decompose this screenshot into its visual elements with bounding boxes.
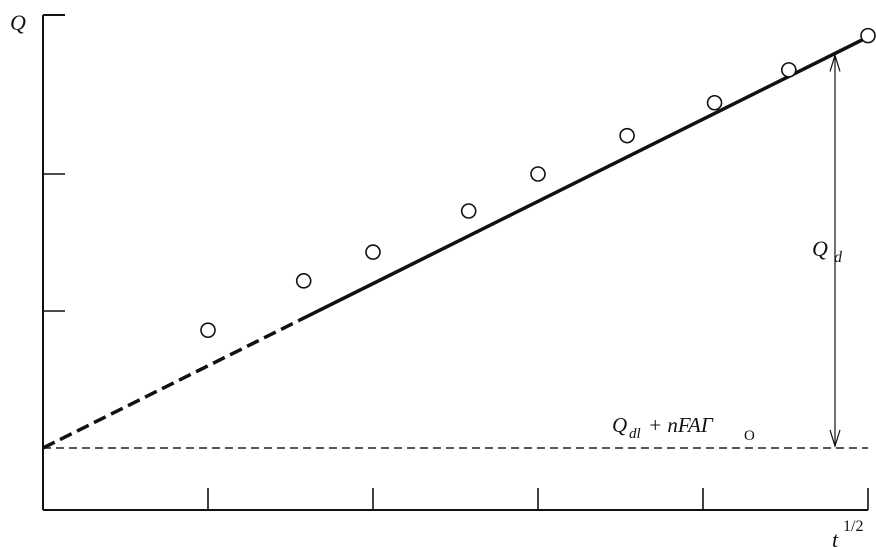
qd-arrow-head-top <box>829 53 841 72</box>
qd-annotation-label: Q d <box>812 236 843 266</box>
x-axis-label-superscript: 1/2 <box>843 518 863 535</box>
baseline-label-sub2: O <box>744 428 755 444</box>
x-axis-label: t <box>832 527 839 548</box>
fit-line-extrapolated <box>42 319 300 450</box>
data-point-6 <box>619 127 635 144</box>
qd-arrow-head-bottom <box>829 429 841 449</box>
data-point-5 <box>530 166 546 182</box>
data-point-3 <box>365 244 381 260</box>
baseline-label-rest: + nFAΓ <box>648 413 714 437</box>
data-point-8 <box>780 62 797 78</box>
baseline-label: Q dl + nFAΓ O <box>612 413 755 444</box>
fit-line <box>297 35 869 323</box>
data-point-2 <box>295 273 312 289</box>
lines <box>42 35 869 450</box>
qd-label-sub: d <box>834 249 843 266</box>
data-point-4 <box>460 203 477 219</box>
baseline-label-sub: dl <box>629 426 641 442</box>
data-point-1 <box>200 322 216 338</box>
y-axis-label: Q <box>10 10 26 35</box>
data-point-9 <box>860 27 876 44</box>
qd-label: Q <box>812 236 828 261</box>
data-point-7 <box>706 94 723 111</box>
axes <box>42 15 868 511</box>
ticks <box>43 14 869 510</box>
data-points <box>200 27 876 338</box>
baseline-label-q: Q <box>612 413 627 437</box>
